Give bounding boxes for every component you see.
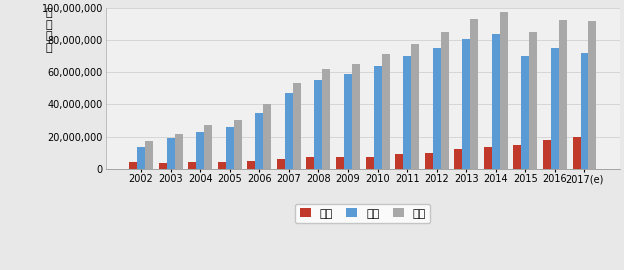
Bar (588, 21, 597, 169)
Bar (559, 20, 567, 169)
Bar (514, 145, 522, 169)
Bar (500, 12, 508, 169)
Bar (374, 66, 381, 169)
Bar (129, 162, 137, 169)
Bar (175, 134, 183, 169)
Bar (137, 147, 145, 169)
Bar (285, 93, 293, 169)
Bar (293, 83, 301, 169)
Bar (314, 80, 323, 169)
Y-axis label: 가
입
자
수: 가 입 자 수 (46, 8, 52, 53)
Bar (381, 54, 389, 169)
Bar (263, 104, 271, 169)
Legend: 초불, 선불, 합계: 초불, 선불, 합계 (295, 204, 431, 223)
Bar (411, 44, 419, 169)
Bar (573, 137, 580, 169)
Bar (145, 141, 153, 169)
Bar (218, 162, 226, 169)
Bar (484, 147, 492, 169)
Bar (323, 69, 331, 169)
Bar (188, 162, 196, 169)
Bar (366, 157, 374, 169)
Bar (167, 138, 175, 169)
Bar (470, 19, 478, 169)
Bar (226, 127, 234, 169)
Bar (543, 140, 551, 169)
Bar (462, 39, 470, 169)
Bar (204, 125, 212, 169)
Bar (247, 161, 255, 169)
Bar (196, 132, 204, 169)
Bar (336, 157, 344, 169)
Bar (234, 120, 241, 169)
Bar (306, 157, 314, 169)
Bar (255, 113, 263, 169)
Bar (441, 32, 449, 169)
Bar (344, 74, 352, 169)
Bar (395, 154, 403, 169)
Bar (158, 163, 167, 169)
Bar (529, 32, 537, 169)
Bar (580, 53, 588, 169)
Bar (425, 153, 432, 169)
Bar (403, 56, 411, 169)
Bar (454, 149, 462, 169)
Bar (492, 34, 500, 169)
Bar (277, 159, 285, 169)
Bar (522, 56, 529, 169)
Bar (352, 63, 360, 169)
Bar (551, 48, 559, 169)
Bar (432, 48, 441, 169)
